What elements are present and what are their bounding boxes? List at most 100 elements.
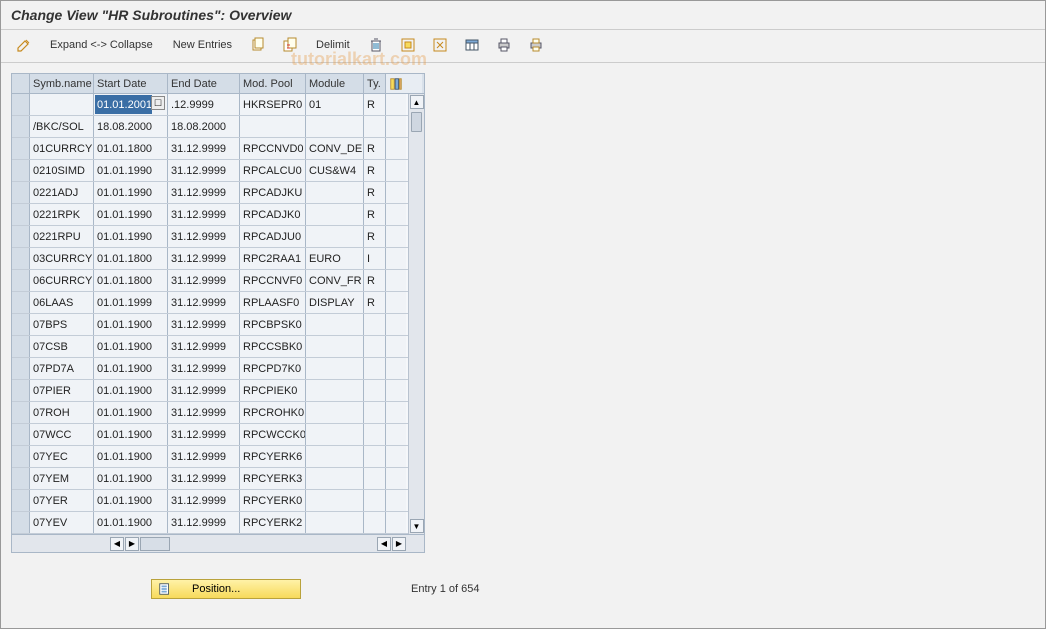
row-selector[interactable] [12, 490, 30, 511]
cell-symb-name[interactable]: 07YEC [30, 446, 94, 467]
col-symb-name[interactable]: Symb.name [30, 74, 94, 93]
cell-mod-pool[interactable]: RPCALCU0 [240, 160, 306, 181]
cell-end-date[interactable]: 31.12.9999 [168, 160, 240, 181]
cell-symb-name[interactable]: 07ROH [30, 402, 94, 423]
cell-mod-pool[interactable]: RPCBPSK0 [240, 314, 306, 335]
col-mod-pool[interactable]: Mod. Pool [240, 74, 306, 93]
cell-module[interactable]: CONV_FR [306, 270, 364, 291]
row-selector[interactable] [12, 138, 30, 159]
deselect-all-icon[interactable] [427, 36, 453, 54]
cell-type[interactable] [364, 468, 386, 489]
pencil-icon[interactable] [11, 36, 37, 54]
cell-module[interactable] [306, 182, 364, 203]
cell-start-date[interactable]: 01.01.1900 [94, 380, 168, 401]
new-entries-button[interactable]: New Entries [166, 36, 239, 54]
cell-module[interactable] [306, 490, 364, 511]
cell-end-date[interactable]: 31.12.9999 [168, 446, 240, 467]
row-selector[interactable] [12, 182, 30, 203]
cell-module[interactable] [306, 358, 364, 379]
row-selector[interactable] [12, 116, 30, 137]
cell-end-date[interactable]: 31.12.9999 [168, 182, 240, 203]
hscroll-right-icon[interactable]: ▶ [125, 537, 139, 551]
cell-start-date[interactable]: 01.01.1900 [94, 402, 168, 423]
vertical-scrollbar[interactable]: ▲ ▼ [408, 94, 424, 534]
row-selector[interactable] [12, 402, 30, 423]
cell-mod-pool[interactable]: RPCYERK2 [240, 512, 306, 533]
cell-module[interactable] [306, 402, 364, 423]
row-selector[interactable] [12, 204, 30, 225]
cell-symb-name[interactable]: 07PD7A [30, 358, 94, 379]
col-module[interactable]: Module [306, 74, 364, 93]
select-all-icon[interactable] [395, 36, 421, 54]
cell-start-date[interactable]: 01.01.2001☐ [94, 94, 168, 115]
cell-module[interactable]: CUS&W4 [306, 160, 364, 181]
cell-symb-name[interactable]: 07YEM [30, 468, 94, 489]
cell-module[interactable] [306, 380, 364, 401]
cell-symb-name[interactable]: 07BPS [30, 314, 94, 335]
cell-module[interactable] [306, 336, 364, 357]
cell-start-date[interactable]: 01.01.1990 [94, 204, 168, 225]
row-selector[interactable] [12, 446, 30, 467]
cell-type[interactable]: R [364, 204, 386, 225]
row-selector[interactable] [12, 358, 30, 379]
cell-mod-pool[interactable]: RPCCNVF0 [240, 270, 306, 291]
cell-start-date[interactable]: 01.01.1990 [94, 160, 168, 181]
cell-mod-pool[interactable]: RPCPD7K0 [240, 358, 306, 379]
cell-start-date[interactable]: 01.01.1990 [94, 226, 168, 247]
cell-module[interactable]: CONV_DE [306, 138, 364, 159]
hscroll-left2-icon[interactable]: ◀ [377, 537, 391, 551]
cell-symb-name[interactable] [30, 94, 94, 115]
cell-type[interactable] [364, 512, 386, 533]
cell-type[interactable] [364, 402, 386, 423]
cell-end-date[interactable]: 31.12.9999 [168, 490, 240, 511]
cell-end-date[interactable]: 31.12.9999 [168, 358, 240, 379]
row-selector[interactable] [12, 424, 30, 445]
row-selector[interactable] [12, 248, 30, 269]
cell-start-date[interactable]: 01.01.1900 [94, 468, 168, 489]
cell-mod-pool[interactable]: RPC2RAA1 [240, 248, 306, 269]
copy-icon[interactable] [245, 36, 271, 54]
cell-module[interactable] [306, 226, 364, 247]
scroll-down-icon[interactable]: ▼ [410, 519, 424, 533]
cell-symb-name[interactable]: 0221RPU [30, 226, 94, 247]
cell-end-date[interactable]: 31.12.9999 [168, 468, 240, 489]
cell-type[interactable] [364, 490, 386, 511]
cell-type[interactable] [364, 336, 386, 357]
cell-mod-pool[interactable]: HKRSEPR0 [240, 94, 306, 115]
cell-mod-pool[interactable]: RPCADJK0 [240, 204, 306, 225]
cell-end-date[interactable]: 31.12.9999 [168, 380, 240, 401]
cell-mod-pool[interactable] [240, 116, 306, 137]
cell-symb-name[interactable]: 07YER [30, 490, 94, 511]
cell-start-date[interactable]: 01.01.1900 [94, 424, 168, 445]
configure-columns-icon[interactable] [386, 74, 406, 93]
cell-module[interactable]: 01 [306, 94, 364, 115]
cell-type[interactable] [364, 358, 386, 379]
cell-end-date[interactable]: 18.08.2000 [168, 116, 240, 137]
cell-mod-pool[interactable]: RPCWCCK0 [240, 424, 306, 445]
row-selector[interactable] [12, 336, 30, 357]
scroll-track[interactable] [409, 110, 424, 518]
cell-type[interactable] [364, 446, 386, 467]
cell-end-date[interactable]: 31.12.9999 [168, 336, 240, 357]
delete-icon[interactable] [363, 36, 389, 54]
cell-end-date[interactable]: 31.12.9999 [168, 424, 240, 445]
print-doc-icon[interactable] [523, 36, 549, 54]
cell-mod-pool[interactable]: RPCYERK6 [240, 446, 306, 467]
cell-start-date[interactable]: 01.01.1900 [94, 512, 168, 533]
cell-module[interactable] [306, 512, 364, 533]
cell-type[interactable]: R [364, 94, 386, 115]
cell-module[interactable] [306, 468, 364, 489]
cell-symb-name[interactable]: 07WCC [30, 424, 94, 445]
table-settings-icon[interactable] [459, 36, 485, 54]
cell-start-date[interactable]: 01.01.1900 [94, 336, 168, 357]
cell-mod-pool[interactable]: RPCADJKU [240, 182, 306, 203]
start-date-input[interactable]: 01.01.2001 [95, 95, 152, 114]
cell-mod-pool[interactable]: RPCPIEK0 [240, 380, 306, 401]
cell-mod-pool[interactable]: RPCADJU0 [240, 226, 306, 247]
hscroll-left-icon[interactable]: ◀ [110, 537, 124, 551]
cell-start-date[interactable]: 01.01.1900 [94, 446, 168, 467]
cell-start-date[interactable]: 01.01.1900 [94, 490, 168, 511]
cell-mod-pool[interactable]: RPCYERK3 [240, 468, 306, 489]
cell-symb-name[interactable]: 0221ADJ [30, 182, 94, 203]
expand-collapse-button[interactable]: Expand <-> Collapse [43, 36, 160, 54]
